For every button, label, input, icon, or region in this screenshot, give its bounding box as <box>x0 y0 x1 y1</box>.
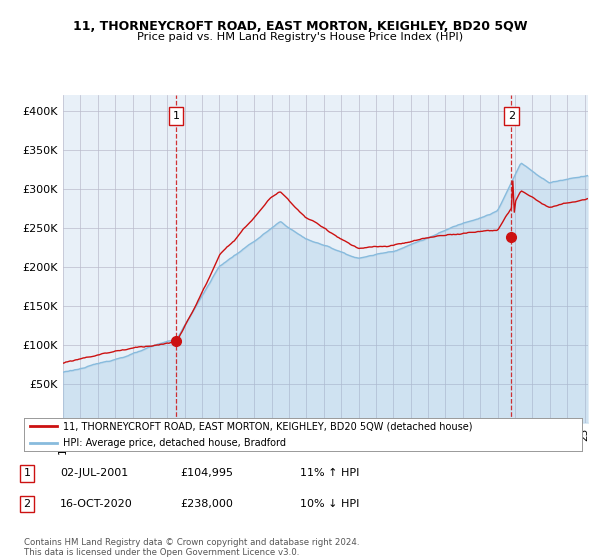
Text: 11% ↑ HPI: 11% ↑ HPI <box>300 468 359 478</box>
Text: 11, THORNEYCROFT ROAD, EAST MORTON, KEIGHLEY, BD20 5QW: 11, THORNEYCROFT ROAD, EAST MORTON, KEIG… <box>73 20 527 32</box>
Text: 2: 2 <box>508 111 515 121</box>
Text: Contains HM Land Registry data © Crown copyright and database right 2024.
This d: Contains HM Land Registry data © Crown c… <box>24 538 359 557</box>
Text: 1: 1 <box>172 111 179 121</box>
Text: HPI: Average price, detached house, Bradford: HPI: Average price, detached house, Brad… <box>63 438 286 447</box>
Text: £238,000: £238,000 <box>180 499 233 509</box>
Text: 1: 1 <box>23 468 31 478</box>
Text: 11, THORNEYCROFT ROAD, EAST MORTON, KEIGHLEY, BD20 5QW (detached house): 11, THORNEYCROFT ROAD, EAST MORTON, KEIG… <box>63 422 473 431</box>
Text: Price paid vs. HM Land Registry's House Price Index (HPI): Price paid vs. HM Land Registry's House … <box>137 32 463 42</box>
Text: 02-JUL-2001: 02-JUL-2001 <box>60 468 128 478</box>
Text: 16-OCT-2020: 16-OCT-2020 <box>60 499 133 509</box>
Text: 2: 2 <box>23 499 31 509</box>
Text: 10% ↓ HPI: 10% ↓ HPI <box>300 499 359 509</box>
Text: £104,995: £104,995 <box>180 468 233 478</box>
